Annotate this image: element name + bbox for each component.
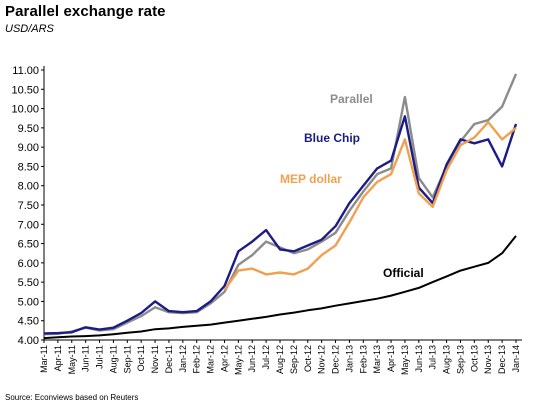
x-tick-label: Feb-12 xyxy=(192,345,202,374)
x-tick-label: Sep-13 xyxy=(455,345,465,374)
chart-axes: 4.00 4.50 5.00 5.50 6.00 6.50 7.00 7.50 8.00 8.50… xyxy=(11,65,522,375)
x-tick-label: Jul-13 xyxy=(428,345,438,370)
x-tick-label: Nov-11 xyxy=(150,345,160,373)
x-tick-label: Jul-12 xyxy=(261,345,271,370)
series-line-blue-chip xyxy=(43,115,518,335)
x-tick-label: Apr-13 xyxy=(386,345,396,372)
x-tick-label: Jun-13 xyxy=(414,345,424,373)
x-tick-label: Jun-12 xyxy=(247,345,257,373)
y-tick-label: 4.50 xyxy=(18,316,39,328)
x-tick-label: May-11 xyxy=(67,345,77,374)
series-line-mep-dollar xyxy=(223,120,517,291)
y-tick-label: 5.00 xyxy=(18,296,39,308)
x-tick-label: May-12 xyxy=(233,345,243,375)
x-tick-label: Aug-13 xyxy=(442,345,452,374)
x-tick-label: Nov-13 xyxy=(483,345,493,374)
y-tick-label: 9.00 xyxy=(18,142,39,154)
x-tick-label: Dec-11 xyxy=(164,345,174,373)
x-tick-label: Jan-13 xyxy=(344,345,354,373)
x-tick-label: Oct-13 xyxy=(469,345,479,372)
y-tick-label: 7.50 xyxy=(18,200,39,212)
y-tick-label: 6.00 xyxy=(18,258,39,270)
series-line-official xyxy=(43,235,517,340)
series-line-parallel xyxy=(43,73,518,336)
y-tick-label: 9.50 xyxy=(18,123,39,135)
x-tick-label: Dec-13 xyxy=(497,345,507,374)
x-tick-label: Mar-12 xyxy=(206,345,216,374)
source-note: Source: Econviews based on Reuters xyxy=(5,393,139,402)
y-tick-label: 10.50 xyxy=(11,84,39,96)
chart-subtitle: USD/ARS xyxy=(5,23,54,35)
x-tick-label: Jan-12 xyxy=(178,345,188,373)
series-lines xyxy=(43,73,518,340)
y-tick-label: 11.00 xyxy=(12,65,39,77)
series-label-parallel: Parallel xyxy=(330,92,373,106)
y-tick-label: 4.00 xyxy=(18,335,39,347)
x-tick-label: Dec-12 xyxy=(331,345,341,374)
x-tick-label: Mar-11 xyxy=(39,345,49,373)
x-tick-label: Sep-11 xyxy=(122,345,132,373)
x-tick-label: Oct-11 xyxy=(136,345,146,371)
y-tick-label: 7.00 xyxy=(18,219,39,231)
y-tick-label: 8.50 xyxy=(18,161,39,173)
series-label-mep-dollar: MEP dollar xyxy=(280,172,342,186)
x-tick-label: Aug-12 xyxy=(275,345,285,374)
y-tick-label: 10.00 xyxy=(11,104,39,116)
series-label-blue-chip: Blue Chip xyxy=(304,131,360,145)
series-labels: Parallel Blue Chip MEP dollar Official xyxy=(280,92,424,280)
x-tick-label: Apr-11 xyxy=(53,345,63,371)
x-tick-label: Mar-13 xyxy=(372,345,382,374)
x-tick-label: Nov-12 xyxy=(317,345,327,374)
y-tick-label: 5.50 xyxy=(18,277,39,289)
x-tick-label: Jun-11 xyxy=(81,345,91,372)
x-tick-label: Feb-13 xyxy=(358,345,368,374)
x-tick-label: Jul-11 xyxy=(95,345,105,369)
x-tick-label: Aug-11 xyxy=(108,345,118,373)
x-tick-label: May-13 xyxy=(400,345,410,375)
x-tick-label: Sep-12 xyxy=(289,345,299,374)
chart-title: Parallel exchange rate xyxy=(5,3,166,20)
x-tick-label: Apr-12 xyxy=(219,345,229,372)
x-tick-label: Jan-14 xyxy=(511,345,521,373)
series-label-official: Official xyxy=(383,266,424,280)
y-tick-label: 6.50 xyxy=(18,239,39,251)
y-tick-label: 8.00 xyxy=(18,181,39,193)
x-tick-label: Oct-12 xyxy=(303,345,313,372)
